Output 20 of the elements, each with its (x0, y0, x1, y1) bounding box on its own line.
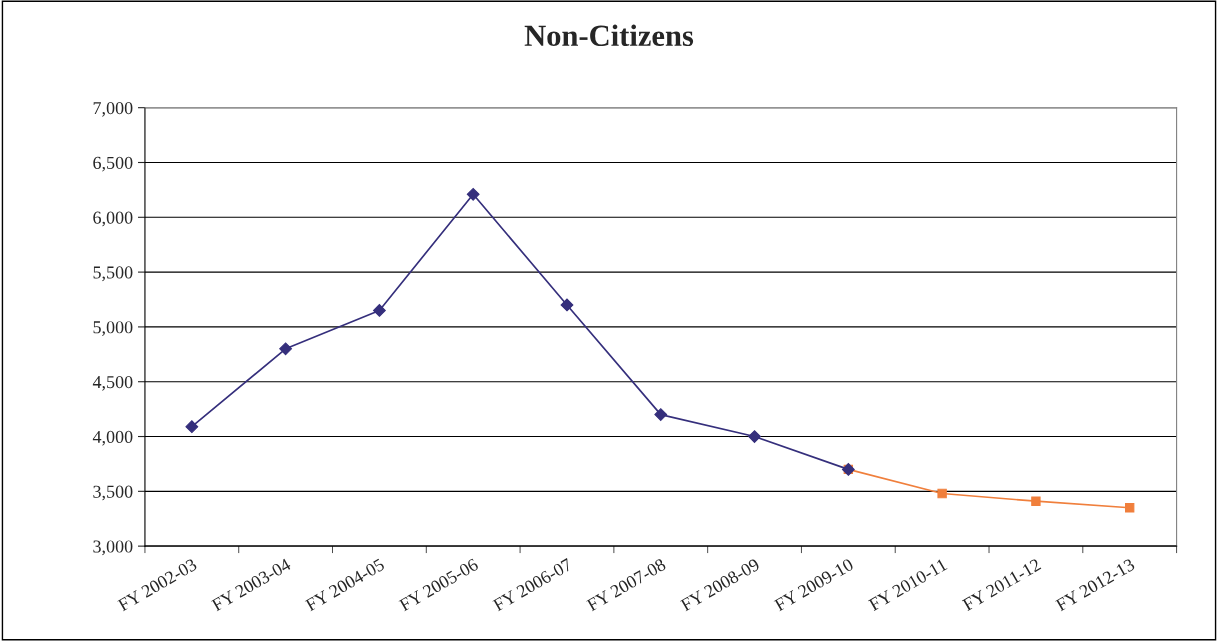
y-tick-label: 5,500 (93, 266, 133, 282)
point (560, 298, 574, 312)
point (748, 430, 761, 443)
y-tick-label: 4,000 (92, 430, 133, 446)
chart-title: Non-Citizens (524, 24, 694, 47)
point (654, 408, 668, 422)
y-tick-label: 6,500 (93, 156, 133, 172)
point (1125, 503, 1135, 513)
y-tick-label: 6,000 (93, 211, 133, 227)
y-tick-label: 3,000 (93, 540, 133, 556)
y-tick-label: 7,000 (93, 101, 133, 117)
point (279, 342, 293, 356)
y-tick-label: 5,000 (93, 321, 133, 336)
point (466, 187, 480, 201)
point (1031, 496, 1041, 506)
y-tick-label: 3,500 (93, 485, 133, 501)
point (185, 420, 199, 434)
point (937, 488, 947, 499)
y-tick-label: 4,500 (92, 375, 133, 391)
point (372, 304, 386, 317)
